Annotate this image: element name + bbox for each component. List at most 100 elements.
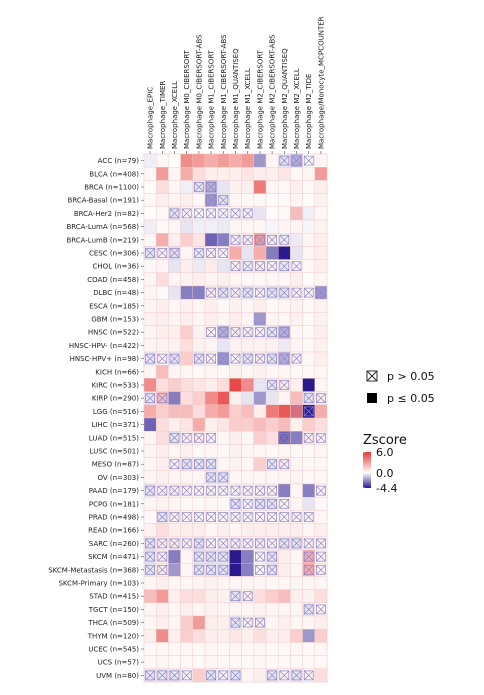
heatmap-cell <box>204 259 218 274</box>
heatmap-cell <box>314 272 328 287</box>
not-significant-cross <box>181 459 192 470</box>
heatmap-cell <box>155 219 169 234</box>
heatmap-cell <box>314 338 328 353</box>
heatmap-cell <box>204 219 218 234</box>
heatmap-cell <box>155 338 169 353</box>
heatmap-cell <box>143 417 157 432</box>
heatmap-cell <box>265 180 279 194</box>
row-label: HNSC-HPV- (n=422) <box>69 342 139 350</box>
heatmap-cell <box>143 378 157 392</box>
heatmap-cell <box>278 417 291 432</box>
heatmap-cell <box>253 523 267 537</box>
row-label: OV (n=303) <box>97 474 139 482</box>
heatmap-cell <box>290 206 303 221</box>
heatmap-cell <box>241 219 255 234</box>
row-label: KIRP (n=290) <box>92 395 139 403</box>
not-significant-cross <box>218 327 229 338</box>
not-significant-cross <box>267 287 277 298</box>
heatmap-cell <box>216 444 230 458</box>
row-label: UCEC (n=545) <box>88 646 139 654</box>
heatmap-cell <box>168 153 181 168</box>
heatmap-cell <box>253 180 267 194</box>
heatmap-cell <box>314 404 328 419</box>
not-significant-cross <box>242 485 253 496</box>
not-significant-cross <box>181 485 192 496</box>
not-significant-cross <box>206 353 216 364</box>
heatmap-cell <box>241 180 255 194</box>
not-significant-cross <box>218 248 229 258</box>
heatmap-cell <box>290 166 303 181</box>
heatmap-cell <box>314 589 328 603</box>
heatmap-cell <box>229 153 242 168</box>
not-significant-cross <box>291 670 302 681</box>
heatmap-cell <box>204 272 218 287</box>
not-significant-cross <box>279 485 290 496</box>
not-significant-cross <box>291 406 302 417</box>
heatmap-cell <box>204 523 218 537</box>
not-significant-cross <box>316 538 326 549</box>
colorbar-mid-label: 0.0 <box>376 467 394 480</box>
not-significant-cross <box>242 208 253 219</box>
heatmap-cell <box>241 404 255 419</box>
heatmap-cell <box>278 246 291 260</box>
heatmap-cell <box>302 378 316 392</box>
not-significant-cross <box>279 234 290 245</box>
heatmap-cell <box>192 232 206 247</box>
not-significant-cross <box>279 459 290 470</box>
row-label: UCS (n=57) <box>98 659 140 667</box>
heatmap-cell <box>229 180 242 194</box>
not-significant-cross <box>255 617 265 628</box>
not-significant-cross <box>242 564 253 575</box>
heatmap-cell <box>168 615 181 630</box>
heatmap-cell <box>314 615 328 630</box>
heatmap-cell <box>229 576 242 590</box>
not-significant-cross <box>279 432 290 443</box>
not-significant-cross <box>255 327 265 338</box>
heatmap-cell <box>253 153 267 168</box>
not-significant-cross <box>169 208 180 219</box>
heatmap-cell <box>192 655 206 669</box>
heatmap-cell <box>180 219 194 234</box>
heatmap-cell <box>229 378 242 392</box>
not-significant-cross <box>242 591 253 602</box>
row-label: PCPG (n=181) <box>89 500 139 508</box>
heatmap-cell <box>290 457 303 472</box>
heatmap-cell <box>290 642 303 656</box>
not-significant-cross <box>291 432 302 443</box>
heatmap-cell <box>314 457 328 472</box>
not-significant-cross <box>230 234 241 245</box>
column-label: Macrophage_EPIC <box>147 87 155 149</box>
heatmap-cell <box>265 219 279 234</box>
heatmap-cell <box>180 338 194 353</box>
legend-filled-square-icon <box>367 393 377 403</box>
heatmap-cell <box>204 589 218 603</box>
heatmap-cell <box>278 602 291 617</box>
not-significant-cross <box>255 261 265 272</box>
heatmap-cell <box>204 642 218 656</box>
not-significant-cross <box>267 564 277 575</box>
not-significant-cross <box>242 287 253 298</box>
not-significant-cross <box>279 327 290 338</box>
heatmap-cell <box>253 219 267 234</box>
heatmap-cell <box>143 338 157 353</box>
heatmap-cell <box>241 523 255 537</box>
heatmap-cell <box>192 444 206 458</box>
heatmap-cell <box>265 391 279 406</box>
heatmap-cell <box>168 285 181 300</box>
heatmap-cell <box>302 576 316 590</box>
heatmap-cell <box>302 642 316 656</box>
heatmap-cell <box>143 444 157 458</box>
not-significant-cross <box>291 512 302 522</box>
not-significant-cross <box>230 353 241 364</box>
not-significant-cross <box>169 353 180 364</box>
column-label: Macrophage M2_CIBERSORT-ABS <box>269 34 277 149</box>
heatmap-cell <box>204 378 218 392</box>
not-significant-cross <box>267 327 277 338</box>
not-significant-cross <box>303 512 314 522</box>
heatmap-cell <box>278 166 291 181</box>
heatmap-cell <box>302 470 316 485</box>
heatmap-cell <box>216 615 230 630</box>
row-label: BLCA (n=408) <box>89 170 139 178</box>
not-significant-cross <box>291 353 302 364</box>
heatmap-cell <box>314 417 328 432</box>
